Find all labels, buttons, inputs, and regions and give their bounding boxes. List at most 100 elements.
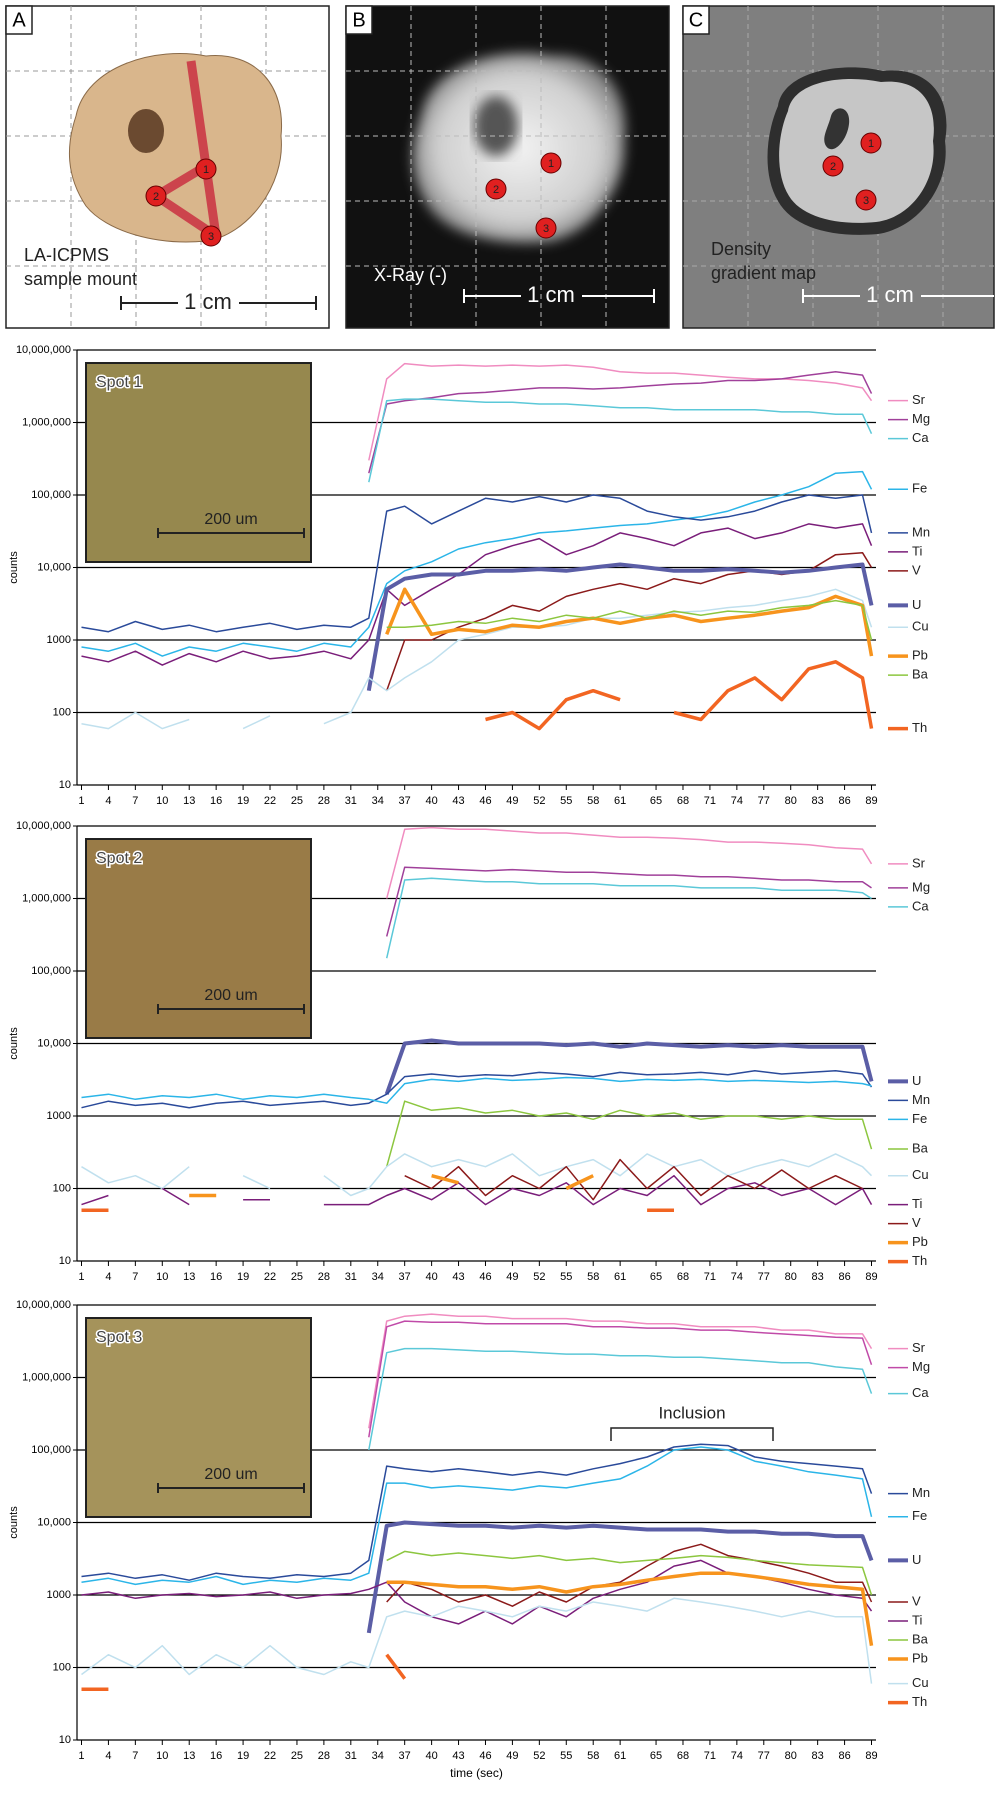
x-tick-label: 58	[587, 1750, 599, 1762]
x-tick-label: 49	[506, 1271, 518, 1283]
x-tick-label: 55	[560, 795, 572, 807]
scale-label: 1 cm	[866, 282, 914, 307]
xray-hole	[474, 96, 518, 156]
x-tick-label: 16	[210, 795, 222, 807]
series-line	[82, 1071, 872, 1108]
y-tick-label: 1,000,000	[22, 1371, 71, 1383]
series-line	[82, 1655, 405, 1690]
legend-label: U	[912, 1552, 921, 1567]
series-line	[82, 1078, 872, 1104]
panel-letter: B	[352, 9, 365, 31]
x-tick-label: 77	[758, 1271, 770, 1283]
x-tick-label: 43	[452, 795, 464, 807]
x-tick-label: 31	[345, 795, 357, 807]
series-line	[82, 1598, 872, 1683]
legend-label: Mg	[912, 411, 930, 426]
xray-sample	[413, 53, 625, 243]
y-tick-label: 1000	[47, 634, 71, 646]
series-line	[387, 589, 872, 656]
x-tick-label: 25	[291, 1750, 303, 1762]
chart: 10100100010,000100,0001,000,00010,000,00…	[8, 1299, 930, 1780]
legend-label: Sr	[912, 855, 926, 870]
y-tick-label: 10,000	[37, 1037, 71, 1049]
series-line	[369, 1349, 872, 1450]
x-tick-label: 46	[479, 1271, 491, 1283]
x-tick-label: 40	[425, 1271, 437, 1283]
y-tick-label: 1000	[47, 1589, 71, 1601]
x-tick-label: 46	[479, 1750, 491, 1762]
x-tick-label: 71	[704, 1271, 716, 1283]
spot-label: 3	[863, 195, 869, 207]
x-tick-label: 37	[399, 1750, 411, 1762]
x-tick-label: 83	[812, 1750, 824, 1762]
x-tick-label: 83	[812, 1271, 824, 1283]
series-line	[82, 589, 872, 728]
x-tick-label: 7	[132, 1750, 138, 1762]
legend-label: Th	[912, 1253, 927, 1268]
x-tick-label: 22	[264, 1750, 276, 1762]
x-tick-label: 49	[506, 1750, 518, 1762]
x-tick-label: 7	[132, 795, 138, 807]
x-tick-label: 61	[614, 1750, 626, 1762]
x-tick-label: 74	[731, 1750, 743, 1762]
y-axis-label: counts	[8, 1027, 20, 1060]
x-tick-label: 22	[264, 1271, 276, 1283]
legend-label: Mn	[912, 1485, 930, 1500]
legend-label: Ca	[912, 430, 929, 445]
x-tick-label: 74	[731, 795, 743, 807]
legend-label: Pb	[912, 1650, 928, 1665]
legend-label: U	[912, 597, 921, 612]
series-line	[486, 662, 872, 729]
x-tick-label: 28	[318, 1271, 330, 1283]
chart: 10100100010,000100,0001,000,00010,000,00…	[8, 344, 930, 807]
spot-label: 3	[208, 231, 214, 243]
x-tick-label: 68	[677, 1271, 689, 1283]
caption: gradient map	[711, 263, 816, 283]
series-line	[369, 1321, 872, 1437]
legend-label: Ti	[912, 1612, 922, 1627]
series-line	[387, 828, 872, 899]
y-tick-label: 1,000,000	[22, 892, 71, 904]
x-tick-label: 13	[183, 1271, 195, 1283]
x-tick-label: 37	[399, 795, 411, 807]
x-tick-label: 10	[156, 1750, 168, 1762]
y-tick-label: 10,000	[37, 561, 71, 573]
x-tick-label: 86	[838, 1271, 850, 1283]
x-tick-label: 28	[318, 1750, 330, 1762]
spot-label: 1	[203, 164, 209, 176]
x-tick-label: 65	[650, 795, 662, 807]
spot-label: 3	[543, 223, 549, 235]
caption: LA-ICPMS	[24, 245, 109, 265]
panel-a: 1 2 3 A LA-ICPMS sample mount 1 cm	[6, 6, 329, 328]
x-tick-label: 68	[677, 795, 689, 807]
x-tick-label: 86	[838, 1750, 850, 1762]
x-tick-label: 22	[264, 795, 276, 807]
series-line	[387, 1101, 872, 1167]
x-tick-label: 37	[399, 1271, 411, 1283]
legend-label: Fe	[912, 1508, 927, 1523]
x-tick-label: 58	[587, 795, 599, 807]
figure: 1 2 3 A LA-ICPMS sample mount 1 cm 1 2 3…	[0, 0, 997, 1794]
legend-label: Th	[912, 1694, 927, 1709]
x-tick-label: 55	[560, 1271, 572, 1283]
x-tick-label: 40	[425, 1750, 437, 1762]
y-tick-label: 100,000	[31, 965, 71, 977]
inset-scale-label: 200 um	[204, 511, 257, 528]
inset-title: Spot 2	[96, 850, 142, 867]
y-tick-label: 100	[53, 1661, 71, 1673]
x-tick-label: 10	[156, 795, 168, 807]
x-tick-label: 4	[105, 1750, 111, 1762]
legend-label: Mg	[912, 879, 930, 894]
panel-b: 1 2 3 B X-Ray (-) 1 cm	[346, 6, 669, 328]
x-tick-label: 46	[479, 795, 491, 807]
x-tick-label: 25	[291, 1271, 303, 1283]
x-tick-label: 86	[838, 795, 850, 807]
y-tick-label: 10,000,000	[16, 344, 71, 356]
x-tick-label: 52	[533, 1271, 545, 1283]
chart: 10100100010,000100,0001,000,00010,000,00…	[8, 820, 930, 1283]
x-tick-label: 19	[237, 795, 249, 807]
x-tick-label: 71	[704, 795, 716, 807]
legend-label: V	[912, 1593, 921, 1608]
